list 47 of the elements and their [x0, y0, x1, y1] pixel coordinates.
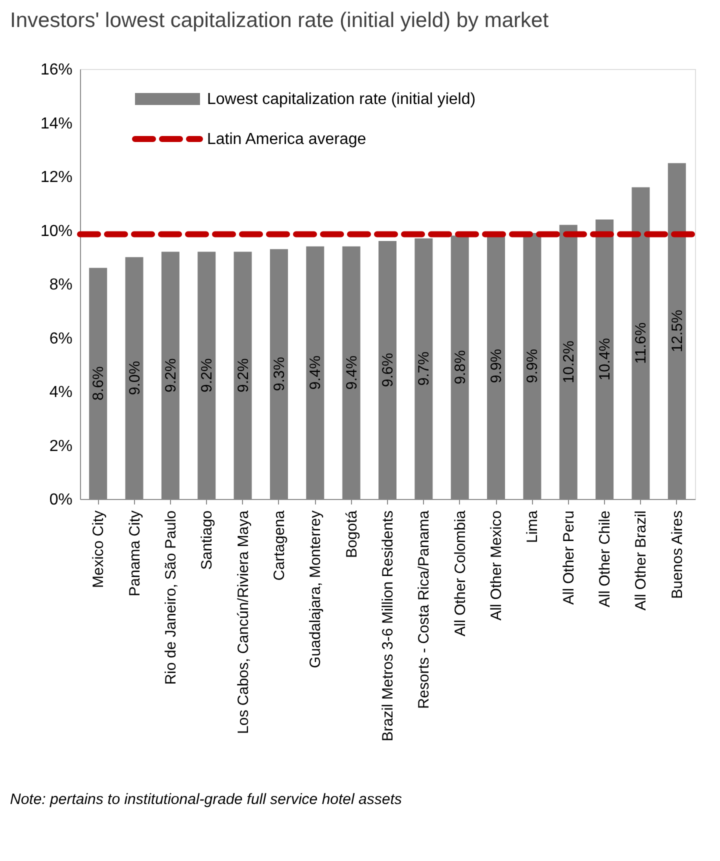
data-label: 8.6%	[90, 366, 108, 401]
y-tick-label: 8%	[49, 276, 72, 294]
data-label: 9.2%	[162, 358, 180, 392]
data-label: 9.8%	[452, 350, 469, 384]
x-tick-label: Los Cabos, Cancún/Riviera Maya	[234, 510, 252, 734]
legend-label: Latin America average	[207, 131, 366, 148]
data-label: 9.2%	[198, 358, 216, 392]
x-tick-label: Buenos Aires	[668, 510, 686, 599]
x-tick-label: All Other Mexico	[488, 510, 506, 621]
data-label: 11.6%	[632, 322, 650, 364]
x-tick-label: Panama City	[126, 510, 144, 596]
data-label: 12.5%	[668, 310, 686, 352]
x-tick-label: All Other Chile	[596, 510, 614, 608]
data-label: 10.4%	[596, 338, 614, 381]
x-tick-label: All Other Colombia	[452, 510, 469, 636]
x-tick-label: Rio de Janeiro, São Paulo	[162, 510, 180, 685]
y-tick-label: 12%	[40, 169, 72, 186]
data-label: 9.4%	[343, 356, 360, 390]
x-tick-label: Mexico City	[90, 510, 108, 588]
data-label: 9.2%	[234, 358, 252, 392]
data-label: 9.6%	[380, 352, 396, 388]
data-label: 9.0%	[126, 360, 144, 396]
legend-label: Lowest capitalization rate (initial yield)	[207, 91, 476, 108]
data-label: 9.7%	[416, 352, 433, 386]
x-tick-label: Santiago	[198, 510, 216, 570]
x-tick-label: Bogotá	[343, 510, 360, 558]
chart-title: Investors' lowest capitalization rate (initial yield) by market	[10, 9, 549, 32]
text: Note: pertains to institutional-grade full service hotel assets	[10, 791, 402, 808]
data-label: 9.9%	[488, 348, 506, 384]
y-tick-label: 4%	[49, 384, 72, 401]
y-tick-label: 14%	[40, 115, 72, 132]
data-label: 9.4%	[307, 356, 324, 390]
y-tick-label: 10%	[40, 222, 72, 240]
x-tick-label: Brazil Metros 3-6 Million Residents	[380, 510, 396, 742]
data-label: 9.3%	[270, 356, 288, 392]
y-tick-label: 0%	[49, 492, 72, 508]
x-tick-label: Resorts - Costa Rica/Panama	[416, 510, 433, 709]
x-tick-label: Guadalajara, Monterrey	[307, 510, 324, 668]
data-label: 9.9%	[524, 348, 542, 384]
x-tick-label: All Other Peru	[560, 510, 578, 605]
x-tick-label: All Other Brazil	[632, 510, 650, 611]
y-tick-label: 6%	[49, 330, 72, 348]
y-tick-label: 16%	[40, 62, 72, 78]
y-tick-label: 2%	[49, 438, 72, 455]
data-label: 10.2%	[560, 340, 578, 384]
x-tick-label: Cartagena	[270, 510, 288, 581]
x-tick-label: Lima	[524, 510, 542, 544]
